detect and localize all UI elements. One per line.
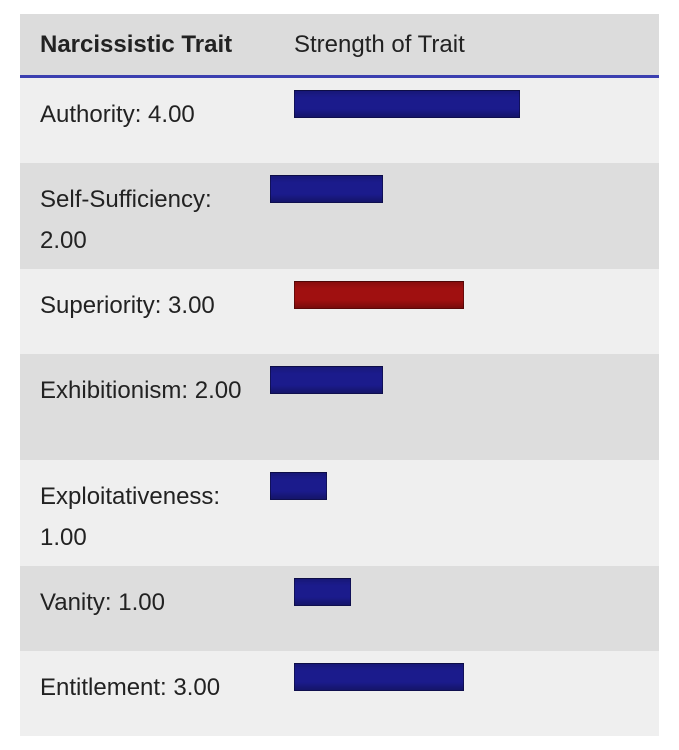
bar-cell	[250, 460, 659, 566]
strength-bar	[270, 366, 383, 394]
strength-bar	[270, 472, 327, 500]
table-row: Exploitativeness: 1.00	[20, 460, 659, 566]
bar-cell	[274, 269, 659, 354]
trait-label: Exploitativeness: 1.00	[40, 483, 221, 551]
bar-cell	[274, 651, 659, 736]
table-header: Narcissistic Trait Strength of Trait	[20, 14, 659, 78]
header-trait: Narcissistic Trait	[40, 30, 233, 58]
trait-label: Entitlement: 3.00	[40, 674, 221, 701]
trait-label: Authority: 4.00	[40, 101, 195, 128]
table-row: Exhibitionism: 2.00	[20, 354, 659, 460]
table-row: Authority: 4.00	[20, 78, 659, 163]
strength-bar	[270, 175, 383, 203]
header-strength: Strength of Trait	[294, 30, 465, 58]
bar-cell	[250, 354, 659, 460]
strength-bar	[294, 578, 351, 606]
strength-bar	[294, 663, 464, 691]
table-row: Self-Sufficiency: 2.00	[20, 163, 659, 269]
strength-bar	[294, 281, 464, 309]
table-body: Authority: 4.00 Self-Sufficiency: 2.00 Sup…	[20, 78, 659, 736]
trait-label: Self-Sufficiency: 2.00	[40, 186, 212, 254]
trait-table: Narcissistic Trait Strength of Trait Aut…	[20, 14, 659, 736]
trait-label: Superiority: 3.00	[40, 292, 215, 319]
table-row: Superiority: 3.00	[20, 269, 659, 354]
bar-cell	[250, 163, 659, 269]
table-row: Vanity: 1.00	[20, 566, 659, 651]
strength-bar	[294, 90, 520, 118]
trait-label: Vanity: 1.00	[40, 589, 165, 616]
table-row: Entitlement: 3.00	[20, 651, 659, 736]
trait-label: Exhibitionism: 2.00	[40, 377, 242, 404]
bar-cell	[274, 78, 659, 163]
bar-cell	[274, 566, 659, 651]
